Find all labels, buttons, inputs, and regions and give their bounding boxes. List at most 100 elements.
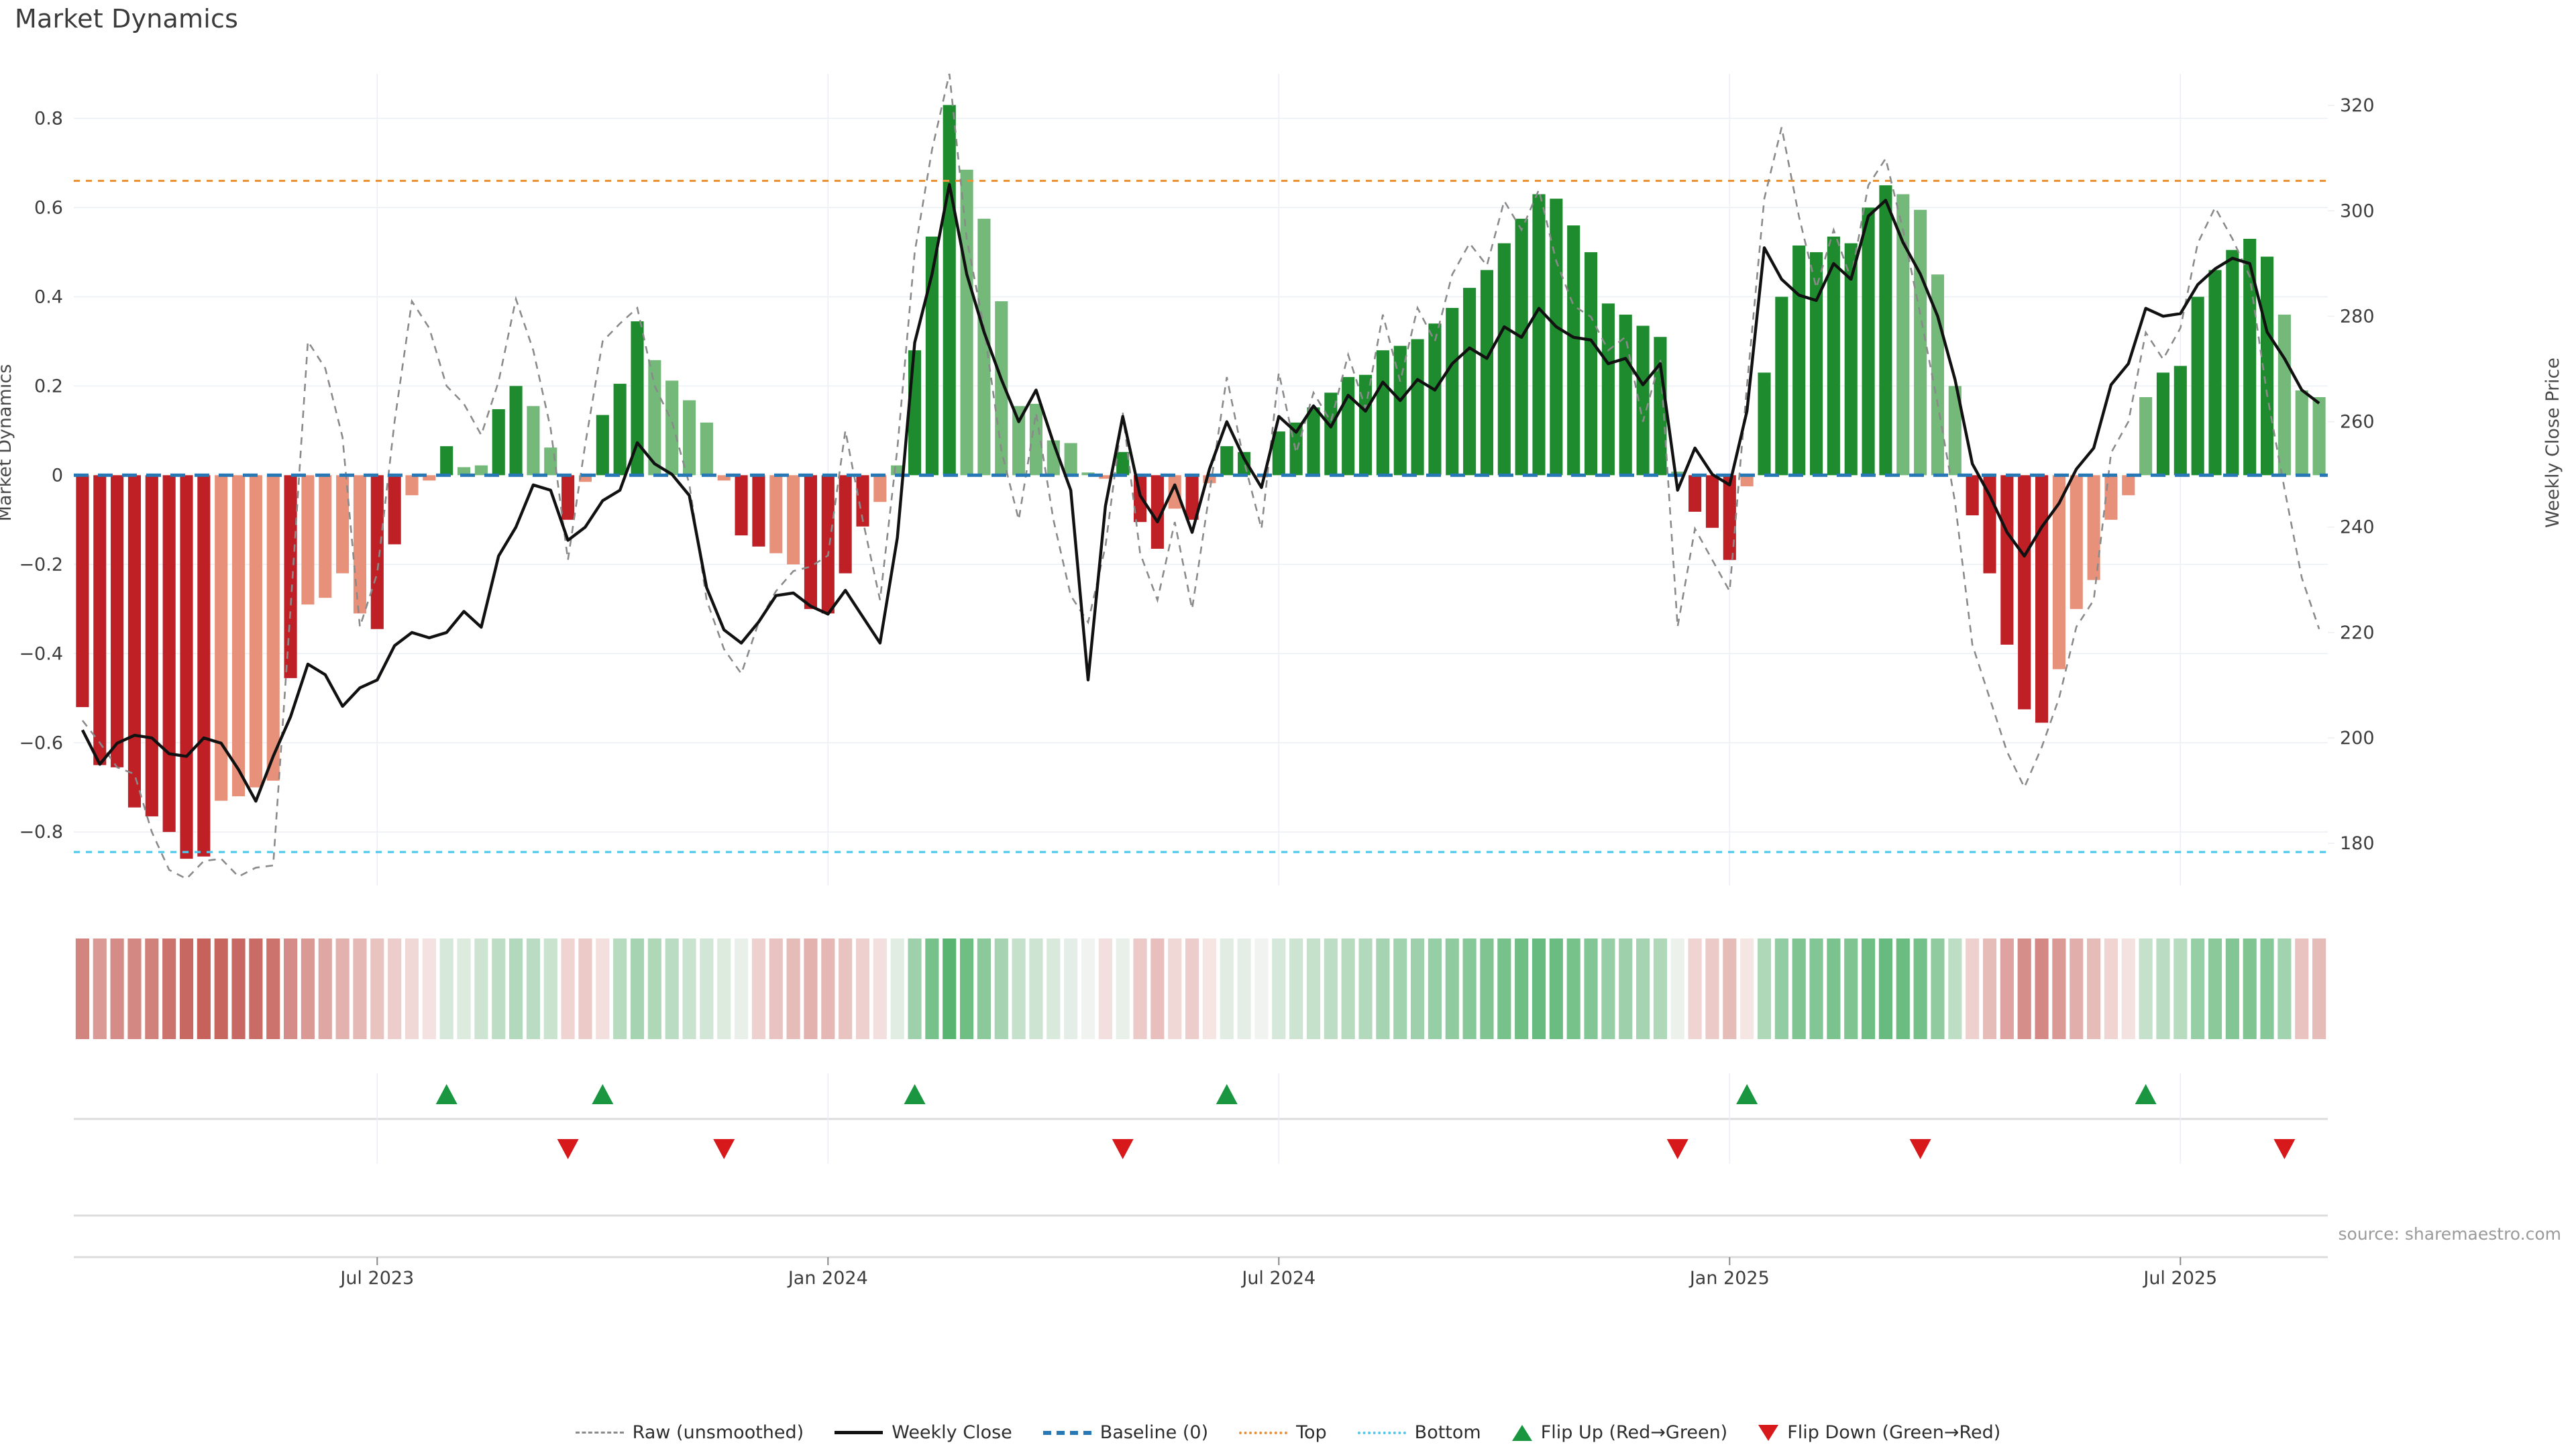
regime-strip-cell[interactable] xyxy=(335,938,350,1039)
dynamics-bar[interactable] xyxy=(2018,475,2031,710)
dynamics-bar[interactable] xyxy=(2087,475,2100,580)
dynamics-bar[interactable] xyxy=(1116,451,1130,476)
flip-down-marker[interactable] xyxy=(1909,1139,1931,1159)
regime-strip-cell[interactable] xyxy=(1792,938,1806,1039)
flip-up-marker[interactable] xyxy=(2135,1084,2157,1104)
regime-strip-cell[interactable] xyxy=(1306,938,1321,1039)
regime-strip-cell[interactable] xyxy=(1358,938,1373,1039)
dynamics-bar[interactable] xyxy=(457,467,471,476)
dynamics-bar[interactable] xyxy=(1671,472,1684,476)
dynamics-bar[interactable] xyxy=(527,406,540,476)
dynamics-bar[interactable] xyxy=(1446,308,1459,476)
dynamics-bar[interactable] xyxy=(2312,397,2326,476)
regime-strip-cell[interactable] xyxy=(1064,938,1078,1039)
regime-strip-cell[interactable] xyxy=(578,938,592,1039)
regime-strip-cell[interactable] xyxy=(439,938,453,1039)
regime-strip-cell[interactable] xyxy=(2174,938,2188,1039)
dynamics-bar[interactable] xyxy=(266,475,280,781)
regime-strip-cell[interactable] xyxy=(2070,938,2084,1039)
dynamics-bar[interactable] xyxy=(1740,475,1754,486)
dynamics-bar[interactable] xyxy=(2122,475,2135,496)
regime-strip-cell[interactable] xyxy=(1341,938,1355,1039)
dynamics-bar[interactable] xyxy=(960,169,973,476)
dynamics-bar[interactable] xyxy=(301,475,315,605)
regime-strip-cell[interactable] xyxy=(2017,938,2031,1039)
flip-markers-svg[interactable] xyxy=(74,1073,2328,1164)
regime-strip-cell[interactable] xyxy=(508,938,523,1039)
dynamics-bar[interactable] xyxy=(1705,475,1719,528)
dynamics-bar[interactable] xyxy=(631,321,644,476)
regime-strip-cell[interactable] xyxy=(2208,938,2222,1039)
dynamics-bar[interactable] xyxy=(2035,475,2049,723)
regime-strip-cell[interactable] xyxy=(145,938,159,1039)
regime-strip-cell[interactable] xyxy=(1670,938,1684,1039)
regime-strip-cell[interactable] xyxy=(197,938,211,1039)
regime-strip-cell[interactable] xyxy=(162,938,176,1039)
dynamics-bar[interactable] xyxy=(925,236,938,476)
regime-strip-cell[interactable] xyxy=(786,938,800,1039)
regime-strip-cell[interactable] xyxy=(2156,938,2170,1039)
legend-item[interactable]: Flip Up (Red→Green) xyxy=(1511,1422,1727,1443)
regime-strip-cell[interactable] xyxy=(1480,938,1494,1039)
regime-strip-cell[interactable] xyxy=(1705,938,1719,1039)
dynamics-bar[interactable] xyxy=(752,475,765,547)
dynamics-bar[interactable] xyxy=(1792,245,1806,476)
flip-up-marker[interactable] xyxy=(904,1084,926,1104)
dynamics-bar[interactable] xyxy=(908,350,922,476)
regime-strip-cell[interactable] xyxy=(700,938,714,1039)
dynamics-bar[interactable] xyxy=(787,475,800,565)
regime-strip-cell[interactable] xyxy=(1584,938,1598,1039)
dynamics-bar[interactable] xyxy=(2226,250,2239,476)
regime-strip-cell[interactable] xyxy=(2191,938,2205,1039)
regime-strip-cell[interactable] xyxy=(388,938,402,1039)
dynamics-bar[interactable] xyxy=(873,475,887,502)
dynamics-bar[interactable] xyxy=(1688,475,1702,512)
regime-strip-cell[interactable] xyxy=(1376,938,1390,1039)
flip-up-marker[interactable] xyxy=(592,1084,614,1104)
regime-strip-cell[interactable] xyxy=(1150,938,1165,1039)
regime-strip-cell[interactable] xyxy=(1809,938,1823,1039)
regime-strip-cell[interactable] xyxy=(1549,938,1563,1039)
dynamics-bar[interactable] xyxy=(1342,377,1355,476)
dynamics-bar[interactable] xyxy=(717,475,731,481)
regime-strip-cell[interactable] xyxy=(1133,938,1147,1039)
regime-strip-cell[interactable] xyxy=(717,938,731,1039)
regime-strip-cell[interactable] xyxy=(873,938,887,1039)
dynamics-bar[interactable] xyxy=(2174,366,2187,476)
dynamics-bar[interactable] xyxy=(561,475,575,520)
dynamics-bar[interactable] xyxy=(804,475,818,609)
dynamics-bar[interactable] xyxy=(2243,238,2257,476)
dynamics-bar[interactable] xyxy=(215,475,228,801)
dynamics-bar[interactable] xyxy=(336,475,350,574)
dynamics-bar[interactable] xyxy=(1827,236,1840,476)
dynamics-bar[interactable] xyxy=(1272,431,1285,476)
regime-strip-cell[interactable] xyxy=(405,938,419,1039)
flip-up-marker[interactable] xyxy=(1216,1084,1238,1104)
dynamics-bar[interactable] xyxy=(1168,475,1181,509)
legend-item[interactable]: Weekly Close xyxy=(835,1422,1012,1443)
regime-strip-cell[interactable] xyxy=(2295,938,2309,1039)
regime-strip-cell[interactable] xyxy=(1635,938,1650,1039)
dynamics-bar[interactable] xyxy=(180,475,193,859)
dynamics-bar[interactable] xyxy=(423,475,436,481)
dynamics-bar[interactable] xyxy=(1914,209,1927,476)
dynamics-bar[interactable] xyxy=(821,475,835,614)
regime-strip-cell[interactable] xyxy=(1185,938,1199,1039)
regime-strip-cell[interactable] xyxy=(1723,938,1737,1039)
regime-strip-cell[interactable] xyxy=(734,938,749,1039)
regime-strip-cell[interactable] xyxy=(1497,938,1511,1039)
dynamics-bar[interactable] xyxy=(388,475,401,545)
regime-strip-cell[interactable] xyxy=(1688,938,1702,1039)
dynamics-bar[interactable] xyxy=(509,386,523,476)
regime-strip-cell[interactable] xyxy=(1168,938,1182,1039)
dynamics-bar[interactable] xyxy=(1203,475,1216,484)
regime-strip-cell[interactable] xyxy=(1896,938,1910,1039)
dynamics-bar[interactable] xyxy=(1862,207,1875,476)
dynamics-bar[interactable] xyxy=(1376,350,1389,476)
regime-strip-cell[interactable] xyxy=(283,938,298,1039)
regime-strip-cell[interactable] xyxy=(1445,938,1459,1039)
dynamics-bar[interactable] xyxy=(492,409,505,476)
legend-item[interactable]: Raw (unsmoothed) xyxy=(575,1422,804,1443)
regime-strip-cell[interactable] xyxy=(959,938,974,1039)
regime-strip-cell[interactable] xyxy=(1081,938,1095,1039)
